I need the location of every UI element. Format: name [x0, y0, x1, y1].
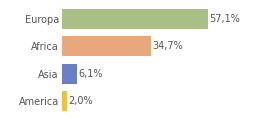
Bar	[62, 36, 151, 56]
Bar	[62, 91, 67, 111]
Bar	[62, 9, 208, 29]
Text: 34,7%: 34,7%	[152, 41, 183, 51]
Bar	[62, 64, 77, 84]
Text: 2,0%: 2,0%	[68, 96, 93, 106]
Text: 57,1%: 57,1%	[209, 14, 240, 24]
Text: 6,1%: 6,1%	[78, 69, 103, 79]
